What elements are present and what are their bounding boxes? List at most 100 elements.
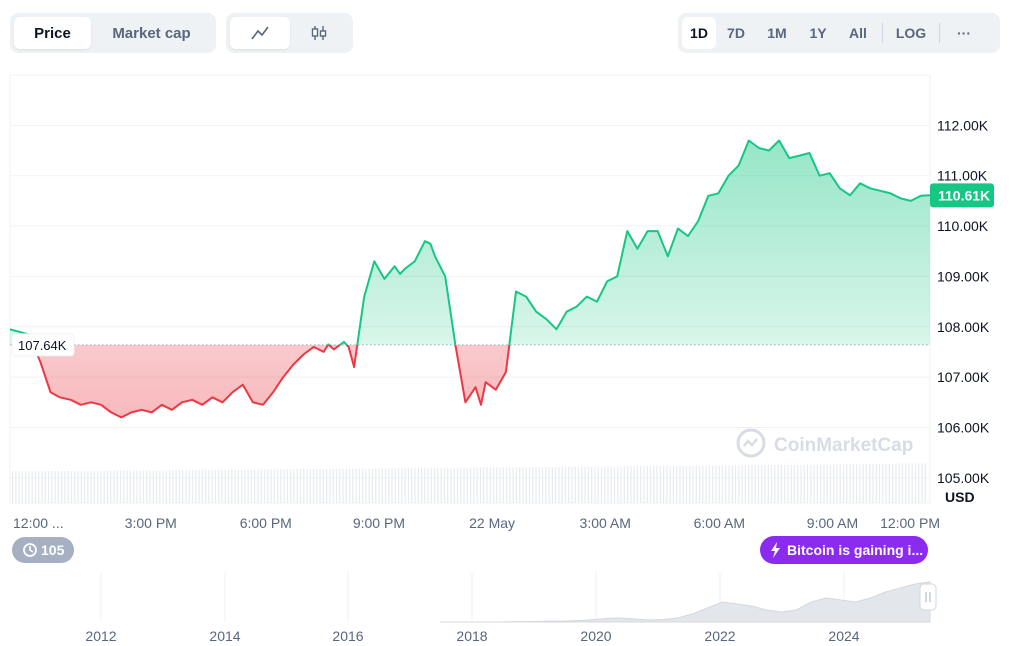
volume-bar (829, 464, 832, 503)
volume-bar (744, 465, 746, 503)
volume-bars (12, 463, 926, 503)
overview-year-label: 2018 (456, 628, 487, 644)
volume-bar (643, 466, 645, 503)
volume-bar (90, 471, 92, 503)
volume-bar (555, 467, 557, 503)
volume-bar (208, 469, 210, 503)
volume-bar (712, 465, 714, 503)
volume-bar (826, 464, 828, 503)
range-1m[interactable]: 1M (767, 25, 787, 41)
overview-navigator[interactable]: 2012 2014 2016 2018 2020 2022 2024 (10, 572, 937, 644)
volume-bar (574, 466, 576, 503)
volume-bar (221, 469, 223, 503)
volume-bar (921, 463, 923, 503)
volume-bar (296, 469, 298, 503)
volume-bar (103, 470, 105, 503)
volume-bar (391, 468, 393, 503)
volume-bar (905, 463, 907, 503)
volume-bar (100, 471, 102, 503)
history-badge (12, 537, 74, 563)
volume-bar (793, 465, 796, 503)
reference-label-bg (11, 333, 75, 357)
volume-bar (293, 469, 295, 503)
volume-bar (31, 471, 33, 503)
history-count: 105 (41, 542, 65, 558)
volume-bar (584, 466, 586, 503)
volume-bar (411, 468, 413, 503)
volume-bar (627, 466, 629, 503)
volume-bar (502, 467, 504, 503)
volume-bar (541, 467, 544, 503)
volume-bar (450, 467, 452, 503)
volume-bar (394, 468, 396, 503)
volume-bar (427, 468, 429, 503)
volume-bar (767, 465, 769, 503)
range-7d[interactable]: 7D (727, 25, 745, 41)
volume-bar (283, 469, 285, 503)
volume-bar (165, 470, 167, 503)
more-options-button[interactable]: ··· (957, 25, 971, 41)
volume-bar (604, 466, 606, 503)
x-axis: 12:00 ... 3:00 PM 6:00 PM 9:00 PM 22 May 3:00… (13, 515, 940, 531)
volume-bar (348, 468, 351, 503)
volume-bar (816, 464, 818, 503)
volume-bar (398, 468, 400, 503)
volume-bar (663, 465, 665, 503)
volume-bar (447, 467, 449, 503)
currency-label: USD (945, 489, 975, 505)
volume-bar (499, 467, 501, 503)
volume-bar (47, 471, 50, 503)
y-tick-label: 110.00K (937, 218, 989, 234)
range-all[interactable]: All (849, 25, 867, 41)
range-1d[interactable]: 1D (682, 17, 716, 49)
range-selector: 1D 7D 1M 1Y All LOG ··· (678, 13, 1000, 53)
volume-bar (836, 464, 838, 503)
volume-bar (813, 464, 815, 503)
volume-bar (149, 470, 151, 503)
overview-year-label: 2014 (209, 628, 240, 644)
log-toggle[interactable]: LOG (895, 25, 927, 41)
volume-bar (276, 469, 279, 503)
volume-bar (587, 466, 589, 503)
volume-bar (842, 464, 845, 503)
volume-bar (51, 471, 53, 503)
history-icon (23, 543, 37, 557)
volume-bar (810, 464, 812, 503)
volume-bar (918, 463, 920, 503)
area-below-reference (10, 344, 930, 418)
y-tick-label: 105.00K (937, 470, 990, 486)
volume-bar (872, 463, 874, 503)
volume-bar (250, 469, 253, 503)
volume-bar (123, 470, 125, 503)
volume-bar (21, 471, 24, 503)
volume-bar (116, 470, 118, 503)
volume-bar (54, 471, 56, 503)
volume-bar (869, 463, 871, 503)
volume-bar (342, 469, 344, 503)
volume-bar (473, 467, 475, 503)
volume-bar (378, 468, 380, 503)
range-1y[interactable]: 1Y (809, 25, 827, 41)
market-cap-tab[interactable]: Market cap (112, 24, 191, 42)
line-chart-icon[interactable] (230, 17, 290, 49)
volume-bar (784, 465, 786, 503)
volume-bar (914, 463, 917, 503)
price-tab[interactable]: Price (14, 17, 91, 49)
candlestick-icon[interactable] (290, 17, 350, 49)
volume-bar (924, 463, 926, 503)
volume-bar (339, 469, 341, 503)
volume-bar (440, 467, 442, 503)
overview-handle (919, 583, 937, 611)
volume-bar (77, 471, 79, 503)
volume-bar (705, 465, 707, 503)
volume-bar (770, 465, 773, 503)
volume-bar (607, 466, 609, 503)
volume-bar (509, 467, 511, 503)
volume-bar (358, 468, 360, 503)
volume-bar (594, 466, 596, 503)
volume-bar (728, 465, 730, 503)
volume-bar (797, 465, 799, 503)
volume-bar (522, 467, 524, 503)
volume-bar (470, 467, 472, 503)
